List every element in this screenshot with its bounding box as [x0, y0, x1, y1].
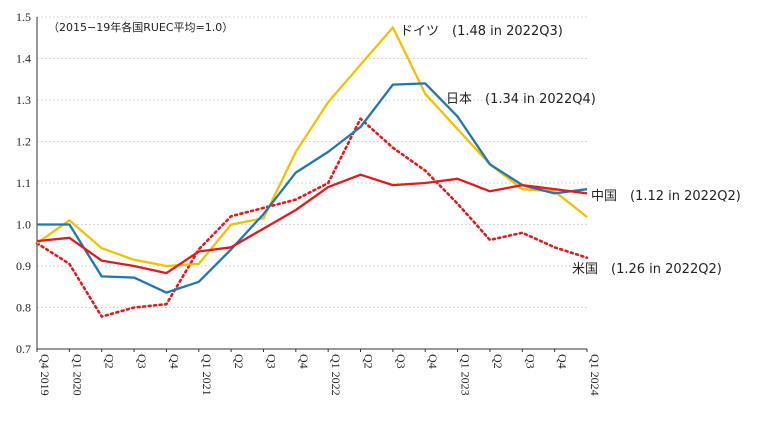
series-label-ドイツ: ドイツ (1.48 in 2022Q3)	[400, 24, 563, 39]
y-tick-label: 1.0	[16, 218, 31, 232]
series-label-中国: 中国 (1.12 in 2022Q2)	[591, 189, 741, 204]
series-line-ドイツ	[36, 26, 588, 268]
chart-note: （2015−19年各国RUEC平均=1.0）	[48, 20, 233, 34]
y-tick-label: 1.3	[16, 93, 31, 107]
axes	[36, 17, 588, 352]
series-label-米国: 米国 (1.26 in 2022Q2)	[572, 262, 722, 277]
x-tick-label: Q1 2021	[200, 354, 214, 396]
x-tick-label: Q4	[426, 354, 440, 369]
x-tick-label: Q1 2020	[70, 354, 84, 396]
x-tick-label: Q4	[556, 354, 570, 369]
series-label-日本: 日本 (1.34 in 2022Q4)	[446, 92, 596, 107]
y-tick-labels: 0.7 0.8 0.9 1.0 1.1 1.2 1.3 1.4 1.5	[16, 10, 31, 356]
x-tick-label: Q4	[297, 354, 311, 369]
series-line-米国	[35, 117, 589, 318]
series-line-中国	[36, 173, 588, 275]
series-line-日本	[37, 82, 588, 294]
y-tick-label: 1.5	[16, 10, 31, 24]
x-tick-label: Q3	[394, 354, 408, 369]
y-tick-label: 1.1	[16, 176, 31, 190]
x-tick-label: Q2	[103, 354, 117, 369]
x-tick-label: Q4 2019	[38, 354, 52, 396]
x-tick-label: Q3	[523, 354, 537, 369]
x-tick-label: Q2	[362, 354, 376, 369]
series-labels: 日本 (1.34 in 2022Q4) ドイツ (1.48 in 2022Q3) 中…	[400, 24, 741, 277]
y-tick-label: 1.4	[16, 52, 31, 66]
x-tick-label: Q1 2023	[459, 354, 473, 396]
x-tick-label: Q2	[232, 354, 246, 369]
x-tick-labels: Q4 2019 Q1 2020 Q2 Q3 Q4 Q1 2021 Q2 Q3 Q4 Q1 2022…	[38, 354, 602, 396]
series-lines	[35, 26, 589, 318]
y-tick-label: 0.7	[16, 342, 31, 356]
y-tick-label: 0.9	[16, 259, 31, 273]
x-tick-label: Q1 2022	[329, 354, 343, 396]
x-tick-label: Q3	[135, 354, 149, 369]
y-tick-label: 0.8	[16, 301, 31, 315]
x-tick-label: Q1 2024	[588, 354, 602, 396]
x-tick-label: Q3	[264, 354, 278, 369]
x-tick-label: Q2	[491, 354, 505, 369]
y-tick-label: 1.2	[16, 135, 31, 149]
x-tick-label: Q4	[167, 354, 181, 369]
